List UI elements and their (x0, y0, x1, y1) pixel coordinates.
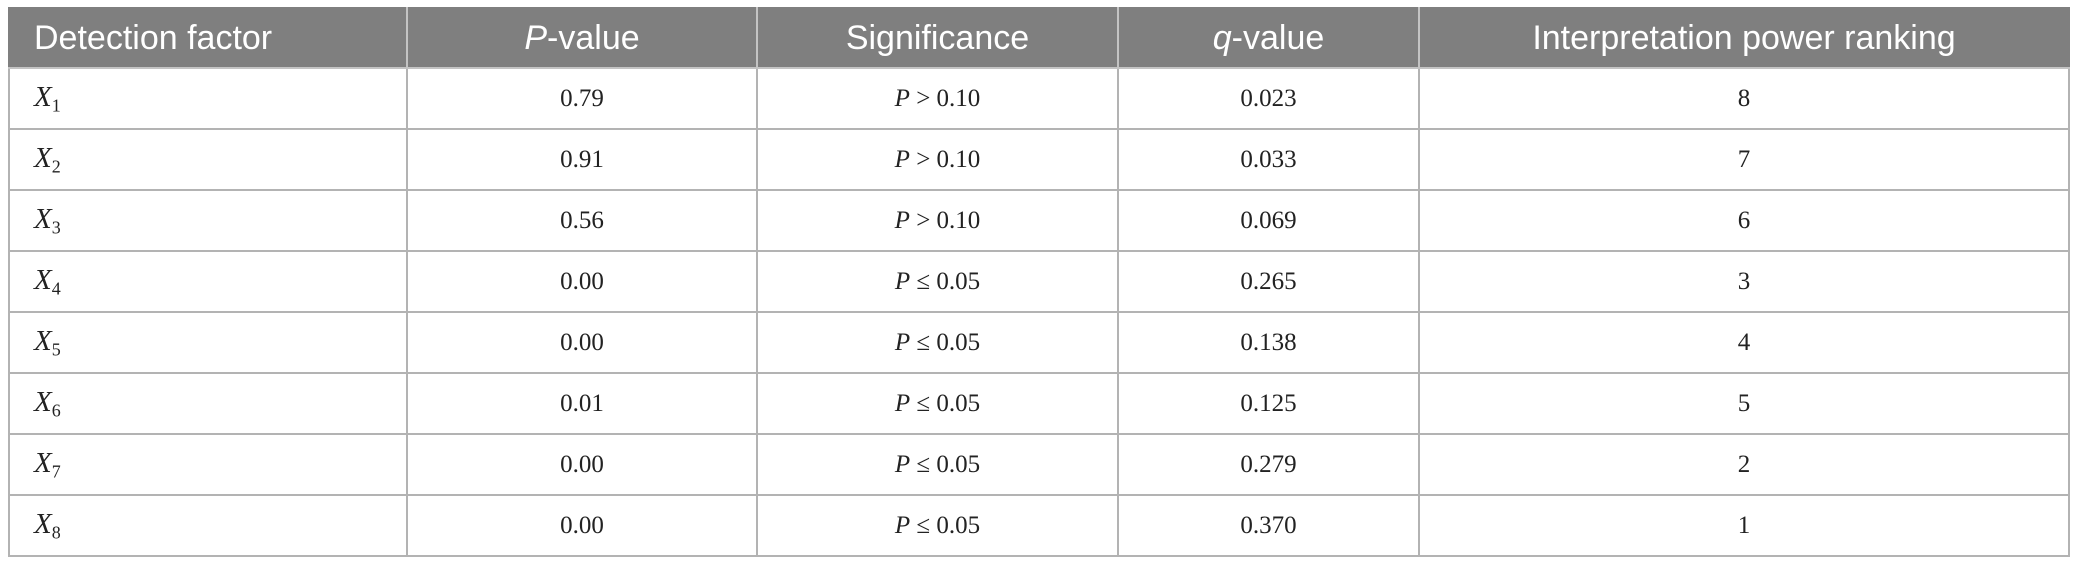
rank-cell: 5 (1418, 372, 2070, 435)
header-significance: Significance (756, 7, 1119, 69)
table-row: X5 0.00 P ≤ 0.05 0.138 4 (8, 311, 2070, 374)
table-body: X1 0.79 P > 0.10 0.023 8 X2 0.91 P > 0.1… (8, 67, 2070, 557)
factor-cell: X7 (8, 433, 408, 496)
significance-symbol: P (894, 511, 911, 539)
factor-cell: X5 (8, 311, 408, 374)
significance-threshold: > 0.10 (909, 145, 981, 173)
rank-cell: 1 (1418, 494, 2070, 557)
q-value-cell: 0.138 (1117, 311, 1420, 374)
q-value-cell: 0.279 (1117, 433, 1420, 496)
q-value-cell: 0.125 (1117, 372, 1420, 435)
header-text: -value (547, 18, 640, 57)
table-header: Detection factor P-value Significance q-… (8, 7, 2070, 69)
rank-cell: 3 (1418, 250, 2070, 313)
significance-threshold: ≤ 0.05 (910, 450, 981, 478)
factor-cell: X4 (8, 250, 408, 313)
q-value-cell: 0.069 (1117, 189, 1420, 252)
significance-cell: P ≤ 0.05 (756, 372, 1119, 435)
header-p-value: P-value (406, 7, 758, 69)
table-row: X4 0.00 P ≤ 0.05 0.265 3 (8, 250, 2070, 313)
factor-subscript: 5 (51, 339, 61, 360)
factor-symbol: X (34, 385, 52, 418)
header-interpretation-power-ranking: Interpretation power ranking (1418, 7, 2070, 69)
factor-subscript: 8 (51, 522, 61, 543)
header-text: Interpretation power ranking (1532, 18, 1956, 57)
table-row: X6 0.01 P ≤ 0.05 0.125 5 (8, 372, 2070, 435)
header-text: Significance (845, 18, 1030, 57)
p-value-cell: 0.91 (406, 128, 758, 191)
q-value-cell: 0.033 (1117, 128, 1420, 191)
significance-threshold: > 0.10 (909, 84, 981, 112)
p-value-cell: 0.01 (406, 372, 758, 435)
rank-cell: 8 (1418, 67, 2070, 130)
factor-symbol: X (34, 324, 52, 357)
significance-symbol: P (894, 267, 911, 295)
factor-subscript: 6 (51, 400, 61, 421)
significance-symbol: P (894, 84, 910, 112)
factor-cell: X3 (8, 189, 408, 252)
significance-cell: P ≤ 0.05 (756, 494, 1119, 557)
table-row: X8 0.00 P ≤ 0.05 0.370 1 (8, 494, 2070, 557)
significance-threshold: ≤ 0.05 (910, 389, 981, 417)
table-row: X3 0.56 P > 0.10 0.069 6 (8, 189, 2070, 252)
significance-cell: P > 0.10 (756, 67, 1119, 130)
q-value-cell: 0.023 (1117, 67, 1420, 130)
table-row: X1 0.79 P > 0.10 0.023 8 (8, 67, 2070, 130)
factor-subscript: 3 (51, 217, 61, 238)
header-italic-part: P (524, 18, 548, 57)
rank-cell: 4 (1418, 311, 2070, 374)
factor-symbol: X (34, 80, 52, 113)
header-q-value: q-value (1117, 7, 1420, 69)
significance-cell: P ≤ 0.05 (756, 250, 1119, 313)
data-table-container: Detection factor P-value Significance q-… (8, 7, 2070, 557)
factor-subscript: 2 (51, 156, 61, 177)
header-text: -value (1231, 18, 1325, 57)
factor-cell: X6 (8, 372, 408, 435)
significance-cell: P ≤ 0.05 (756, 311, 1119, 374)
factor-cell: X8 (8, 494, 408, 557)
significance-cell: P ≤ 0.05 (756, 433, 1119, 496)
significance-threshold: ≤ 0.05 (910, 328, 981, 356)
rank-cell: 7 (1418, 128, 2070, 191)
rank-cell: 6 (1418, 189, 2070, 252)
header-italic-part: q (1212, 18, 1232, 57)
p-value-cell: 0.00 (406, 311, 758, 374)
factor-symbol: X (34, 446, 52, 479)
table-row: X2 0.91 P > 0.10 0.033 7 (8, 128, 2070, 191)
q-value-cell: 0.370 (1117, 494, 1420, 557)
q-value-cell: 0.265 (1117, 250, 1420, 313)
significance-threshold: ≤ 0.05 (910, 511, 981, 539)
significance-symbol: P (894, 145, 910, 173)
significance-cell: P > 0.10 (756, 128, 1119, 191)
significance-symbol: P (894, 206, 910, 234)
factor-subscript: 7 (51, 461, 61, 482)
significance-symbol: P (894, 450, 911, 478)
factor-symbol: X (34, 263, 52, 296)
p-value-cell: 0.00 (406, 494, 758, 557)
factor-symbol: X (34, 507, 52, 540)
significance-symbol: P (894, 389, 911, 417)
header-text: Detection factor (34, 18, 273, 57)
header-detection-factor: Detection factor (8, 7, 408, 69)
table-row: X7 0.00 P ≤ 0.05 0.279 2 (8, 433, 2070, 496)
factor-symbol: X (34, 202, 52, 235)
header-row: Detection factor P-value Significance q-… (8, 7, 2070, 69)
p-value-cell: 0.00 (406, 250, 758, 313)
p-value-cell: 0.79 (406, 67, 758, 130)
factor-cell: X1 (8, 67, 408, 130)
significance-threshold: > 0.10 (909, 206, 981, 234)
p-value-cell: 0.00 (406, 433, 758, 496)
factor-subscript: 4 (51, 278, 61, 299)
significance-threshold: ≤ 0.05 (910, 267, 981, 295)
significance-symbol: P (894, 328, 911, 356)
factor-symbol: X (34, 141, 52, 174)
significance-cell: P > 0.10 (756, 189, 1119, 252)
p-value-cell: 0.56 (406, 189, 758, 252)
rank-cell: 2 (1418, 433, 2070, 496)
detection-factor-table: Detection factor P-value Significance q-… (8, 7, 2070, 557)
factor-cell: X2 (8, 128, 408, 191)
factor-subscript: 1 (51, 95, 61, 116)
